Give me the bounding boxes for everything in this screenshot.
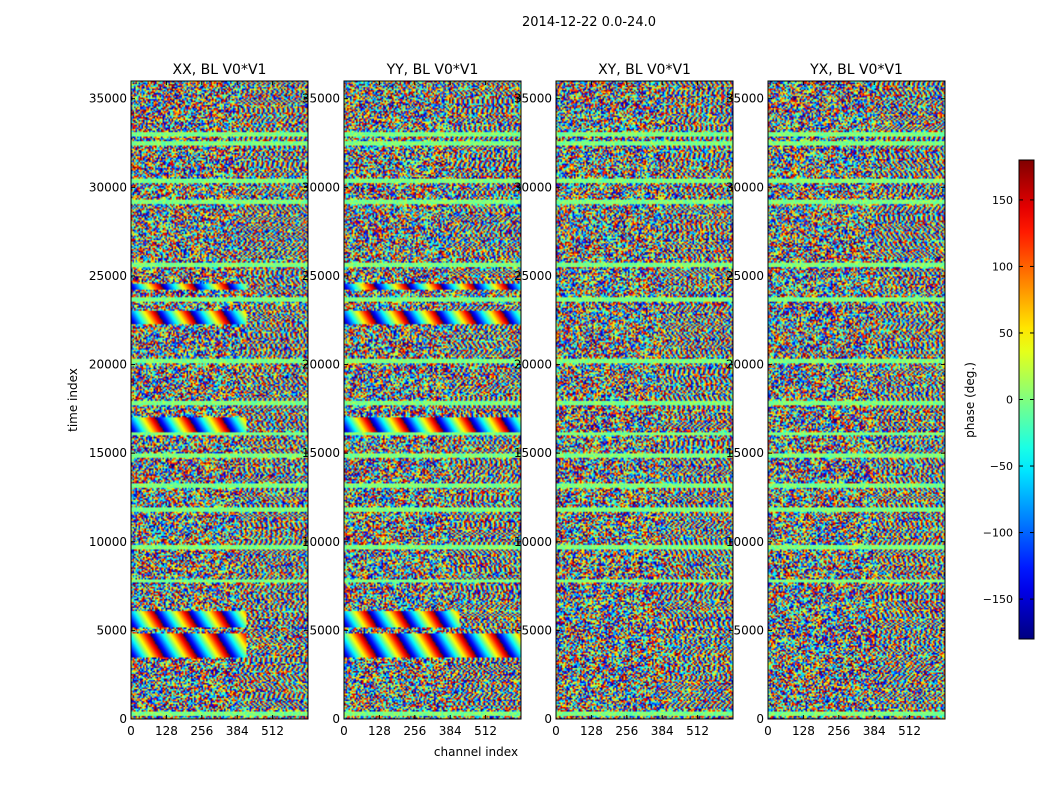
panel-2: YY, BL V0*V1 0 128 256 384 512 0 5000 10000 15000…: [302, 62, 522, 738]
y-tick-label: 15000: [726, 446, 764, 460]
y-tick-label: 35000: [726, 92, 764, 106]
panel-title: YY, BL V0*V1: [386, 62, 479, 78]
y-tick-label: 30000: [89, 180, 127, 194]
y-tick-label: 0: [332, 712, 340, 726]
panel-3: XY, BL V0*V1 0 128 256 384 512 0 5000 10000 15000…: [514, 62, 734, 738]
y-tick-label: 30000: [726, 180, 764, 194]
y-tick-label: 35000: [302, 92, 340, 106]
y-tick-label: 20000: [726, 358, 764, 372]
x-tick-label: 256: [403, 724, 426, 738]
panel-1: XX, BL V0*V1 0 128 256 384 512 0 5000 10000 15000…: [89, 62, 309, 738]
x-tick-label: 384: [226, 724, 249, 738]
y-tick-label: 0: [544, 712, 552, 726]
y-tick-label: 0: [756, 712, 764, 726]
y-tick-label: 25000: [302, 269, 340, 283]
panel-title: YX, BL V0*V1: [809, 62, 903, 78]
y-tick-label: 10000: [726, 535, 764, 549]
axes-frame: [130, 80, 309, 720]
y-tick-label: 5000: [733, 623, 764, 637]
x-tick-label: 512: [686, 724, 709, 738]
colorbar-tick-label: 50: [999, 327, 1013, 340]
y-tick-label: 20000: [302, 358, 340, 372]
y-tick-label: 15000: [514, 446, 552, 460]
y-tick-label: 15000: [302, 446, 340, 460]
x-tick-label: 128: [155, 724, 178, 738]
y-tick-label: 25000: [726, 269, 764, 283]
y-tick-label: 20000: [89, 358, 127, 372]
colorbar-label: phase (deg.): [963, 362, 977, 438]
colorbar-tick-label: −100: [983, 527, 1013, 540]
y-tick-label: 35000: [514, 92, 552, 106]
y-tick-label: 15000: [89, 446, 127, 460]
axes-frame: [555, 80, 734, 720]
y-tick-label: 25000: [514, 269, 552, 283]
panel-title: XY, BL V0*V1: [598, 62, 691, 78]
y-tick-label: 5000: [521, 623, 552, 637]
y-tick-label: 20000: [514, 358, 552, 372]
x-tick-label: 512: [898, 724, 921, 738]
axes-frame: [343, 80, 522, 720]
colorbar: −150 −100 −50 0 50 100 150: [983, 159, 1035, 640]
y-tick-label: 10000: [302, 535, 340, 549]
x-tick-label: 256: [615, 724, 638, 738]
heatmap-image: [556, 81, 733, 719]
heatmap-image: [344, 81, 521, 719]
y-tick-label: 10000: [514, 535, 552, 549]
axes-frame: [767, 80, 946, 720]
x-tick-label: 512: [474, 724, 497, 738]
panel-title: XX, BL V0*V1: [173, 62, 267, 78]
colorbar-tick-label: 150: [992, 194, 1013, 207]
x-tick-label: 0: [764, 724, 772, 738]
x-tick-label: 128: [368, 724, 391, 738]
x-tick-label: 384: [863, 724, 886, 738]
y-tick-label: 10000: [89, 535, 127, 549]
x-tick-label: 512: [261, 724, 284, 738]
x-tick-label: 256: [190, 724, 213, 738]
heatmap-image: [131, 81, 308, 719]
x-tick-label: 384: [651, 724, 674, 738]
y-tick-label: 0: [119, 712, 127, 726]
x-tick-label: 128: [792, 724, 815, 738]
y-tick-label: 30000: [302, 180, 340, 194]
colorbar-tick-label: 0: [1006, 394, 1013, 407]
colorbar-tick-label: 100: [992, 260, 1013, 273]
x-tick-label: 256: [827, 724, 850, 738]
y-tick-label: 35000: [89, 92, 127, 106]
y-tick-label: 5000: [309, 623, 340, 637]
panel-4: YX, BL V0*V1 0 128 256 384 512 0 5000 10000 15000…: [726, 62, 946, 738]
y-tick-label: 25000: [89, 269, 127, 283]
y-tick-label: 5000: [96, 623, 127, 637]
x-axis-label: channel index: [434, 745, 518, 759]
heatmap-image: [768, 81, 945, 719]
x-tick-label: 0: [127, 724, 135, 738]
heatmap-panels: XX, BL V0*V1 0 128 256 384 512 0 5000 10000 15000…: [89, 62, 946, 738]
figure-title: 2014-12-22 0.0-24.0: [522, 15, 656, 30]
y-axis-label: time index: [66, 368, 80, 432]
colorbar-tick-label: −150: [983, 593, 1013, 606]
x-tick-label: 0: [552, 724, 560, 738]
x-tick-label: 128: [580, 724, 603, 738]
x-tick-label: 384: [439, 724, 462, 738]
x-tick-label: 0: [340, 724, 348, 738]
colorbar-tick-label: −50: [990, 460, 1013, 473]
y-tick-label: 30000: [514, 180, 552, 194]
